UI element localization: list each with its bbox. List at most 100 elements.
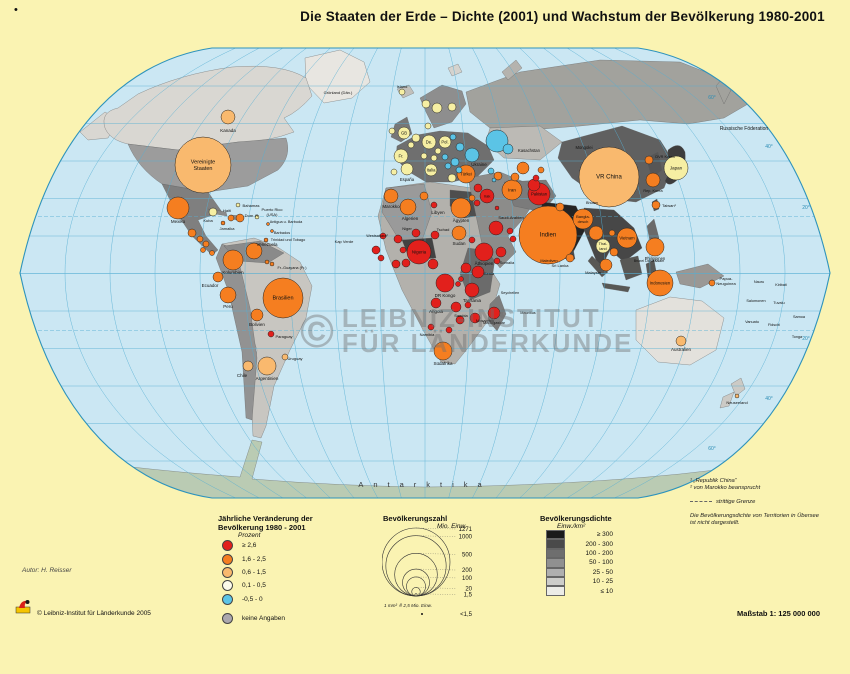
legend-population-circles: 1271 1000 500 200 100 201,5 1 mm² ≙ 2,5 Mio. E… (382, 527, 473, 618)
country-circle (421, 99, 431, 109)
disputed-border-label: strittige Grenze (716, 499, 756, 505)
country-circle (494, 205, 500, 211)
country-circle (449, 133, 457, 141)
country-label: Salomonen (746, 299, 765, 303)
country-circle (250, 308, 264, 322)
country-circle (578, 146, 640, 208)
country-circle (424, 122, 432, 130)
country-circle (267, 330, 275, 338)
population-size-circle (406, 576, 426, 597)
footnote-westsahara: ² von Marokko beansprucht (690, 485, 761, 491)
antarctica-label: Antarktika (358, 480, 491, 489)
country-label: Bangla- (576, 214, 590, 219)
map-frame (19, 47, 831, 499)
density-class-swatch (546, 558, 565, 568)
country-circle (371, 245, 381, 255)
country-circle (469, 312, 481, 324)
country-circle (502, 143, 514, 155)
country-label: Australien (671, 347, 692, 352)
meridian-line (495, 48, 561, 498)
growth-class-label: keine Angaben (242, 615, 286, 623)
country-circle (509, 235, 517, 243)
country-label: Niger (402, 226, 412, 231)
country-circle (491, 177, 497, 183)
country-circle (235, 202, 241, 208)
country-circle (421, 134, 437, 150)
country-label: Tansania (463, 298, 482, 303)
island-svalbard (447, 63, 463, 77)
country-circle (400, 162, 414, 176)
overseas-note: Die Bevölkerungsdichte von Territorien i… (690, 513, 819, 526)
country-circle (464, 147, 480, 163)
country-label: Argentinien (256, 376, 279, 381)
legend-density-item: 25 - 50 (546, 567, 613, 577)
country-label: Vietnam (619, 236, 635, 241)
landmass-australia (635, 296, 725, 366)
country-label: Malaysia (585, 270, 602, 275)
country-circle (588, 225, 604, 241)
country-label: Westsahara² (366, 234, 388, 238)
country-circle (734, 393, 740, 399)
growth-class-label: 1,6 - 2,5 (242, 555, 266, 563)
country-label: Philippinen (645, 256, 666, 261)
country-label: Marokko (382, 204, 400, 209)
legend-density-item: 10 - 25 (546, 576, 613, 587)
country-label: Nauru (754, 280, 764, 284)
map-title: Die Staaten der Erde – Dichte (2001) und… (300, 9, 825, 24)
country-circle (399, 246, 407, 254)
country-circle (407, 141, 415, 149)
legend-growth-title-1: Jährliche Veränderung der (218, 514, 313, 523)
country-circle (537, 166, 545, 174)
country-label: Seychellen (501, 291, 520, 295)
country-label: Russische Föderation (720, 126, 769, 132)
country-label: España (400, 177, 415, 182)
country-label: Kolumbien (222, 270, 244, 275)
country-circle (473, 183, 483, 193)
country-circle (663, 155, 689, 181)
country-circle (599, 258, 613, 272)
disputed-border-line-sample (690, 500, 712, 502)
legend-growth-title-2: Bevölkerung 1980 - 2001 (218, 523, 306, 532)
legend-growth-item: 0,6 - 1,5 (218, 566, 368, 579)
meridian-line (590, 48, 741, 498)
population-size-circle (394, 553, 438, 597)
country-circle (609, 247, 619, 257)
country-circle (464, 282, 480, 298)
country-circle (479, 188, 495, 204)
country-label: Haiti (223, 208, 231, 213)
country-label: Irak (484, 194, 491, 199)
country-circle (254, 214, 260, 220)
country-circles (166, 88, 740, 399)
country-circle (675, 335, 687, 347)
country-circle (196, 235, 204, 243)
country-circle (474, 242, 494, 262)
country-circle (473, 199, 481, 207)
country-label: Rep. Korea (643, 189, 663, 193)
legend-density-items: ≥ 300 200 - 300 100 - 200 50 - 100 25 - 50 10… (546, 530, 613, 596)
country-label: Papua- (720, 276, 734, 281)
country-circle (646, 269, 674, 297)
country-circle (411, 133, 421, 143)
ifl-logo (15, 600, 31, 614)
meridian-line (109, 48, 260, 498)
country-label: Bolivien (249, 322, 265, 327)
legend-growth-item: 0,1 - 0,5 (218, 579, 368, 592)
country-label: Saudi-Arabien (498, 215, 523, 220)
country-label: Somalia (500, 260, 515, 265)
country-circle (447, 173, 457, 183)
map-footnotes: ¹ „Republik China“ ² von Marokko beanspr… (690, 478, 825, 534)
country-circle (435, 273, 455, 293)
country-circle (458, 276, 464, 282)
country-circle (174, 136, 232, 194)
country-circle (518, 205, 578, 265)
country-label: Indien (540, 233, 556, 239)
footnote-taiwan: ¹ „Republik China“ (690, 478, 737, 484)
legend-growth: Jährliche Veränderung der Bevölkerung 19… (218, 514, 368, 625)
population-dot-symbol (421, 613, 423, 615)
country-circle (434, 147, 442, 155)
country-circle (390, 168, 398, 176)
country-label: Algerien (402, 216, 419, 221)
country-label: Vanuatu (745, 320, 759, 324)
landmass-southeast-asia (583, 207, 643, 271)
country-circle (493, 171, 503, 181)
